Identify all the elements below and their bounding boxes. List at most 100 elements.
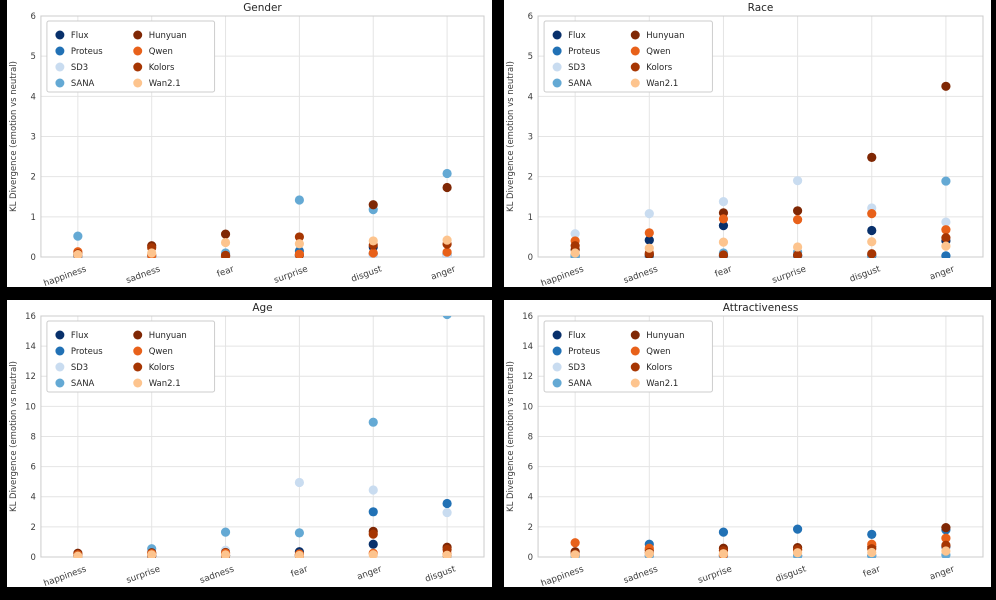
point-sd3 (368, 485, 378, 495)
legend-label: Kolors (149, 363, 175, 373)
plot-frame (537, 315, 984, 558)
point-qwen (792, 215, 803, 225)
legend-box (46, 20, 216, 93)
point-sana (294, 528, 304, 538)
x-tick-label: fear (862, 564, 882, 580)
legend-label: SANA (71, 79, 95, 89)
legend-marker-hunyuan (630, 30, 640, 40)
point-hunyuan (220, 229, 231, 239)
point-wan2.1 (570, 550, 580, 558)
legend-marker-kolors (630, 62, 640, 72)
legend-label: Flux (568, 331, 586, 341)
y-tick-label: 16 (25, 312, 36, 322)
legend-marker-qwen (630, 46, 640, 56)
point-qwen (644, 228, 654, 238)
point-kolors (570, 241, 580, 251)
x-tick-label: happiness (540, 564, 586, 587)
panel-title: Attractiveness (723, 302, 799, 314)
point-wan2.1 (368, 236, 378, 246)
legend-label: SD3 (71, 363, 88, 373)
y-tick-label: 3 (528, 133, 533, 143)
y-tick-label: 0 (31, 553, 36, 563)
point-wan2.1 (718, 237, 729, 247)
panel-age: 0 2 4 6 8 10 12 14 16 happiness surprise sadness fea… (7, 300, 492, 587)
point-qwen (570, 538, 580, 548)
chart-age: 0 2 4 6 8 10 12 14 16 happiness surprise sadness fea… (9, 302, 485, 587)
y-tick-label: 12 (25, 372, 36, 382)
point-flux (368, 539, 378, 549)
y-tick-label: 0 (31, 253, 36, 263)
point-sana (220, 527, 231, 537)
x-tick-label: sadness (199, 564, 236, 586)
legend-marker-wan2.1 (133, 378, 143, 388)
x-tick-label: anger (928, 264, 956, 282)
y-axis-label: KL Divergence (emotion vs neutral) (9, 361, 19, 512)
y-tick-label: 2 (31, 523, 36, 533)
point-sd3 (442, 507, 452, 518)
panel-title: Gender (243, 2, 282, 14)
point-qwen (294, 249, 304, 258)
point-wan2.1 (220, 237, 231, 248)
point-kolors (941, 233, 951, 243)
point-wan2.1 (644, 549, 654, 558)
point-wan2.1 (442, 550, 452, 558)
point-proteus (792, 524, 803, 534)
legend-marker-sana (552, 378, 562, 388)
data-points (73, 168, 452, 258)
point-kolors (294, 232, 304, 242)
legend-marker-qwen (630, 346, 640, 356)
panel-race: 0 1 2 3 4 5 6 happiness sadness fear surprise disgu… (504, 0, 991, 287)
legend-marker-hunyuan (630, 330, 640, 340)
legend-marker-sd3 (55, 362, 65, 372)
point-proteus (368, 507, 378, 517)
point-flux (867, 225, 877, 236)
legend: Flux Proteus SD3 SANA Hunyuan Qwen Kolors Wan2.… (46, 320, 216, 393)
legend-marker-proteus (55, 46, 65, 56)
legend-label: Proteus (568, 47, 600, 57)
point-wan2.1 (867, 547, 877, 558)
x-tick-label: happiness (43, 264, 89, 287)
legend-label: SANA (568, 79, 592, 89)
x-tick-label: anger (356, 564, 384, 582)
legend-label: Hunyuan (149, 331, 187, 341)
y-tick-label: 4 (528, 493, 533, 503)
legend-label: Qwen (646, 47, 670, 57)
point-wan2.1 (73, 249, 83, 258)
legend-marker-wan2.1 (630, 78, 640, 88)
legend-marker-qwen (133, 346, 143, 356)
y-tick-label: 1 (31, 213, 36, 223)
point-hunyuan (867, 152, 877, 162)
y-tick-label: 4 (31, 92, 36, 102)
legend-label: Qwen (646, 347, 670, 357)
x-tick-label: happiness (540, 264, 586, 287)
point-wan2.1 (941, 241, 951, 251)
point-qwen (368, 248, 378, 258)
point-sd3 (644, 209, 654, 219)
x-tick-label: anger (928, 564, 956, 582)
legend-marker-proteus (55, 346, 65, 356)
legend-marker-kolors (133, 62, 143, 72)
point-kolors (220, 250, 231, 258)
y-tick-label: 14 (25, 342, 36, 352)
plot-frame (40, 315, 485, 558)
legend-label: Flux (568, 31, 586, 41)
y-tick-label: 12 (522, 372, 533, 382)
point-sd3 (570, 229, 580, 239)
point-sana (73, 231, 83, 241)
point-wan2.1 (718, 549, 729, 558)
y-axis-label: KL Divergence (emotion vs neutral) (9, 61, 19, 212)
point-hunyuan (442, 182, 452, 193)
legend-label: Qwen (149, 347, 173, 357)
x-tick-label: fear (216, 264, 236, 280)
point-sana (941, 176, 951, 186)
legend-marker-hunyuan (133, 30, 143, 40)
point-wan2.1 (147, 248, 157, 258)
y-tick-label: 2 (31, 173, 36, 183)
point-sd3 (792, 176, 803, 186)
chart-gender: 0 1 2 3 4 5 6 happiness sadness fear surprise disgu… (9, 2, 485, 287)
y-tick-label: 10 (522, 402, 533, 412)
point-qwen (867, 209, 877, 219)
point-kolors (718, 250, 729, 258)
point-wan2.1 (644, 243, 654, 253)
